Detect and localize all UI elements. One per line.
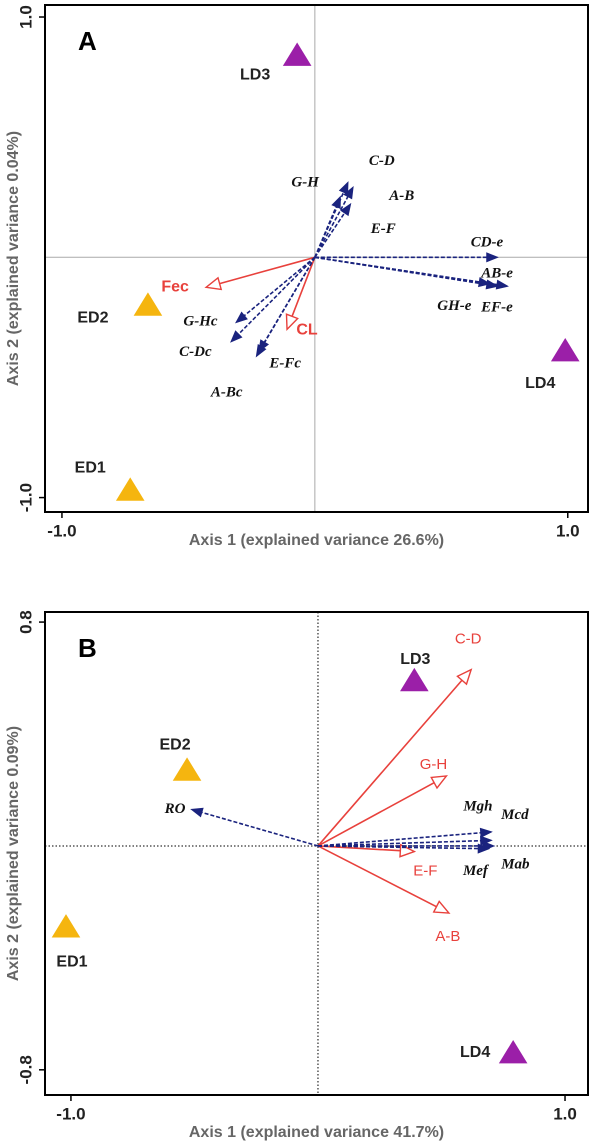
- vector-label: G-H: [291, 175, 320, 191]
- plot-frame: [44, 4, 589, 513]
- sample-marker: [550, 338, 580, 362]
- y-tick-label: 0.8: [16, 610, 35, 634]
- vector-label: A-B: [435, 928, 460, 945]
- sample-marker: [115, 477, 145, 501]
- vector-label: Mef: [462, 863, 490, 879]
- vector-arrow: [314, 256, 480, 284]
- arrow-head: [486, 252, 499, 263]
- panel-label: A: [78, 26, 97, 56]
- vector-label: Mab: [500, 856, 530, 872]
- sample-label: ED2: [77, 310, 108, 327]
- sample-label: LD3: [240, 67, 270, 84]
- x-axis-label: Axis 1 (explained variance 41.7%): [189, 1124, 444, 1141]
- vector-label: G-H: [420, 756, 448, 773]
- arrow-head: [456, 668, 473, 686]
- y-axis-label: Axis 2 (explained variance 0.09%): [5, 726, 22, 981]
- vector-arrow: [314, 196, 349, 258]
- sample-marker: [51, 914, 81, 938]
- vector-label: E-Fc: [268, 355, 301, 371]
- sample-label: LD3: [400, 651, 430, 668]
- x-tick-label: 1.0: [556, 521, 580, 540]
- sample-label: LD4: [460, 1044, 490, 1061]
- vector-label: C-Dc: [179, 344, 212, 360]
- vector-label: C-D: [369, 153, 395, 169]
- x-tick-label: -1.0: [47, 521, 76, 540]
- y-axis-label: Axis 2 (explained variance 0.04%): [5, 131, 22, 386]
- vector-label: A-Bc: [210, 384, 243, 400]
- panel: B -1.0 1.0 -0.8 0.8 Axis 1 (explained varianc…: [5, 610, 589, 1141]
- vector-label: C-D: [455, 631, 482, 648]
- vector-label: GH-e: [437, 298, 471, 314]
- sample-marker: [282, 42, 312, 66]
- vector-label: E-F: [413, 863, 437, 880]
- vector-arrow: [291, 257, 316, 317]
- arrow-head: [204, 276, 223, 291]
- sample-label: ED2: [159, 737, 190, 754]
- y-tick-label: -0.8: [16, 1055, 35, 1084]
- vector-arrow: [219, 256, 316, 285]
- vector-label: Mcd: [500, 807, 529, 823]
- vector-arrow: [317, 845, 437, 908]
- y-tick-label: -1.0: [16, 483, 35, 512]
- x-axis-label: Axis 1 (explained variance 26.6%): [189, 532, 444, 549]
- vector-arrow: [237, 256, 316, 335]
- sample-label: LD4: [525, 375, 555, 392]
- arrow-head: [482, 840, 496, 851]
- arrow-head: [285, 313, 299, 332]
- x-tick-label: 1.0: [553, 1104, 577, 1123]
- arrow-head: [230, 330, 243, 343]
- sample-marker: [498, 1040, 528, 1064]
- arrow-head: [338, 181, 349, 195]
- sample-marker: [400, 667, 429, 692]
- vector-label: CD-e: [471, 235, 504, 251]
- arrow-head: [432, 900, 451, 914]
- vector-arrow: [317, 781, 435, 847]
- vector-arrow: [317, 831, 482, 847]
- sample-marker: [172, 757, 202, 781]
- vector-label: AB-e: [480, 266, 513, 282]
- vector-label: A-B: [388, 188, 414, 204]
- vector-arrow: [201, 811, 319, 847]
- arrow-head: [479, 827, 493, 838]
- vector-label: CL: [296, 322, 318, 339]
- sample-label: ED1: [56, 953, 87, 970]
- vector-label: EF-e: [480, 300, 513, 316]
- arrow-head: [331, 195, 341, 210]
- vector-arrow: [317, 839, 481, 847]
- arrow-head: [255, 344, 267, 358]
- vector-arrow: [243, 256, 316, 317]
- y-tick-label: 1.0: [16, 5, 35, 29]
- vector-label: RO: [164, 801, 186, 817]
- plot-frame: [44, 611, 589, 1096]
- vector-label: Mgh: [462, 798, 492, 814]
- vector-arrow: [317, 679, 463, 847]
- vector-label: G-Hc: [183, 314, 217, 330]
- sample-marker: [133, 292, 163, 316]
- arrow-head: [343, 185, 354, 200]
- x-tick-label: -1.0: [56, 1104, 85, 1123]
- vector-arrow: [314, 212, 346, 258]
- vector-label: Fec: [161, 279, 189, 296]
- vector-label: E-F: [370, 221, 396, 237]
- arrow-head: [190, 807, 204, 818]
- arrow-head: [495, 279, 509, 290]
- arrow-head: [340, 202, 352, 217]
- panel: A -1.0 1.0 -1.0 1.0 Axis 1 (explained varianc…: [5, 4, 589, 549]
- vector-arrow: [314, 191, 345, 258]
- arrow-head: [430, 775, 449, 790]
- vector-arrow: [261, 256, 316, 348]
- sample-label: ED1: [75, 460, 106, 477]
- arrow-head: [478, 277, 492, 288]
- arrow-head: [235, 311, 248, 324]
- panel-label: B: [78, 633, 97, 663]
